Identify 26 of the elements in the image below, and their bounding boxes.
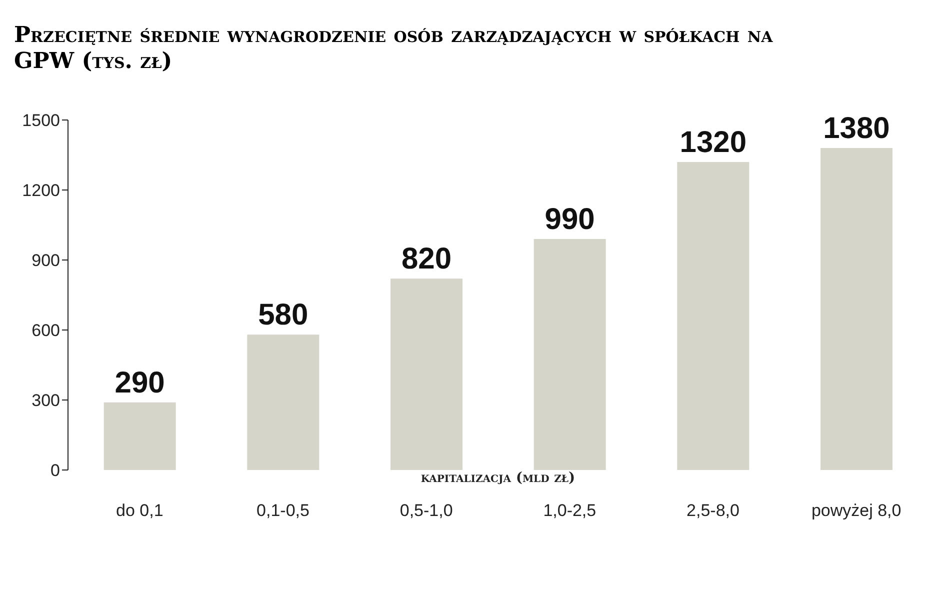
data-label: 1380	[823, 112, 890, 145]
y-tick-label: 0	[50, 461, 60, 480]
bar	[247, 334, 320, 470]
y-tick-label: 1500	[22, 111, 60, 130]
x-tick-label: 2,5-8,0	[686, 501, 740, 520]
data-label: 580	[258, 298, 308, 332]
y-tick-label: 600	[32, 321, 60, 340]
x-tick-label: do 0,1	[116, 501, 164, 520]
bar	[104, 402, 176, 470]
y-tick-label: 1200	[22, 181, 60, 200]
x-tick-label: powyżej 8,0	[811, 501, 902, 520]
y-tick-label: 900	[32, 251, 60, 270]
bar	[390, 278, 462, 470]
bar	[820, 148, 892, 470]
x-tick-label: 0,1-0,5	[256, 501, 310, 520]
x-tick-label: 0,5-1,0	[400, 501, 453, 520]
data-label: 290	[114, 366, 165, 400]
x-axis-title: kapitalizacja (mld zł)	[420, 470, 576, 486]
y-tick-label: 300	[32, 391, 60, 410]
chart-title: Przeciętne średnie wynagrodzenie osób zarządzających w spółkach na GPW (tys. zł)	[13, 21, 774, 76]
data-label: 820	[401, 242, 452, 276]
x-tick-label: 1,0-2,5	[543, 501, 596, 520]
data-label: 990	[544, 203, 595, 236]
bar	[534, 239, 606, 470]
bar	[677, 162, 750, 470]
data-label: 1320	[680, 126, 747, 159]
